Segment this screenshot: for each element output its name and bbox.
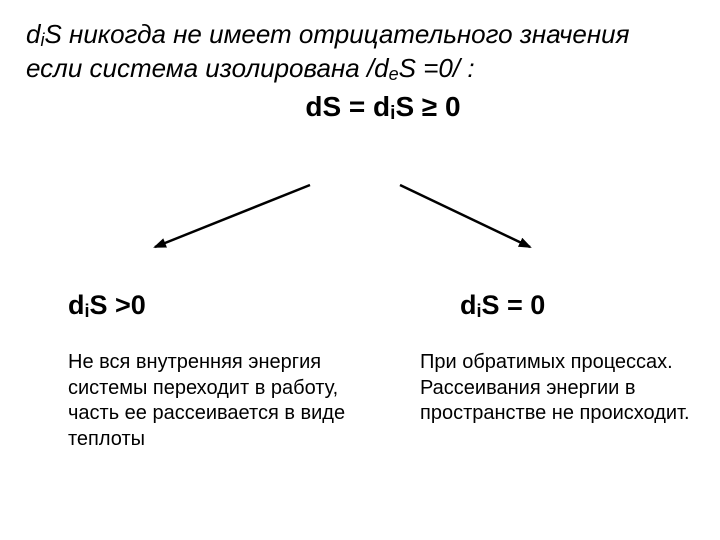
right-heading: diS = 0 [420,290,690,322]
equation: dS = diS ≥ 0 [26,91,680,125]
intro-l2-post: S =0/ : [399,53,475,83]
eq-left-post: S = d [322,91,390,122]
right-head-pre: d [460,290,477,320]
intro-line-1: diS никогда не имеет отрицательного знач… [26,18,680,52]
left-head-pre: d [68,290,85,320]
intro-l1-post: S никогда не имеет отрицательного значен… [44,19,629,49]
right-head-post: S = 0 [482,290,546,320]
arrow-left [155,185,310,247]
eq-right: S ≥ 0 [395,91,460,122]
branch-arrows [0,175,720,265]
intro-l1-pre: d [26,19,40,49]
intro-block: diS никогда не имеет отрицательного знач… [26,18,680,125]
intro-l2-sub: e [389,64,399,84]
left-head-post: S >0 [90,290,146,320]
left-heading: diS >0 [68,290,348,322]
right-body: При обратимых процессах. Рассеивания эне… [420,350,690,427]
intro-line-2: если система изолирована /deS =0/ : [26,52,680,86]
branch-right: diS = 0 При обратимых процессах. Рассеив… [420,290,690,427]
eq-left-pre: d [305,91,322,122]
intro-l2-pre: если система изолирована /d [26,53,389,83]
arrow-right [400,185,530,247]
left-body: Не вся внутренняя энергия системы перехо… [68,350,348,452]
branch-left: diS >0 Не вся внутренняя энергия системы… [68,290,348,452]
